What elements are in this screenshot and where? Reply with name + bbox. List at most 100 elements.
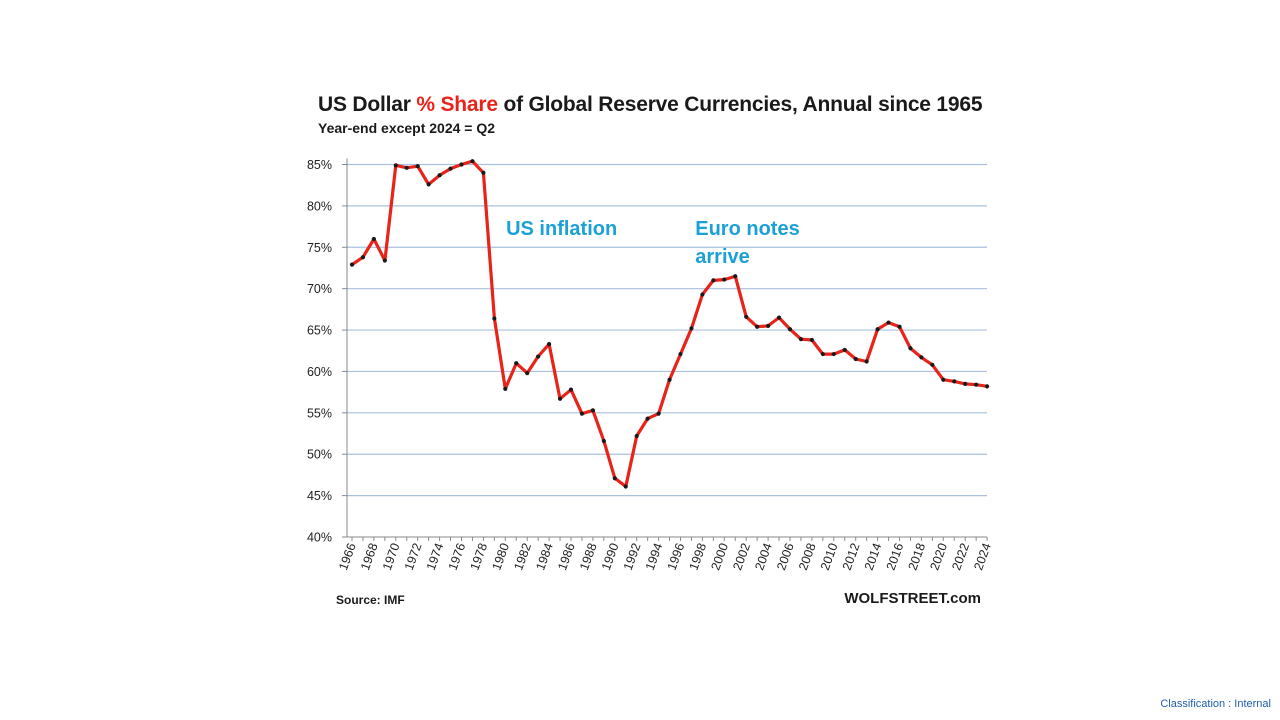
annotation-label: Euro notes — [695, 218, 799, 240]
x-tick-label: 2020 — [927, 541, 950, 572]
data-point-2017 — [908, 346, 913, 351]
data-point-1974 — [437, 173, 442, 178]
x-axis-ticks: 1966 1968 1970 1972 1974 1976 1978 1980 1982 1984… — [336, 541, 994, 572]
data-point-2019 — [930, 362, 935, 367]
data-point-2020 — [941, 377, 946, 382]
data-point-1967 — [360, 255, 366, 260]
data-point-2009 — [820, 351, 825, 357]
y-tick-label: 50% — [307, 448, 332, 462]
data-point-1969 — [382, 258, 387, 263]
x-tick-label: 2024 — [971, 541, 994, 572]
y-tick-label: 65% — [307, 324, 332, 338]
x-tick-label: 1994 — [643, 541, 666, 572]
data-point-2007 — [798, 337, 804, 342]
data-point-2006 — [787, 327, 793, 332]
data-point-2010 — [831, 351, 836, 357]
y-tick-label: 80% — [307, 199, 332, 213]
x-tick-label: 1996 — [665, 541, 688, 572]
data-points — [349, 159, 990, 489]
data-point-2003 — [755, 324, 760, 329]
data-point-2001 — [733, 274, 738, 279]
gridlines — [347, 163, 987, 497]
y-axis-ticks: 40% 45% 50% 55% 60% 65% 70% 75% 80% 85% — [307, 158, 332, 545]
data-point-1987 — [579, 411, 585, 416]
data-point-1996 — [678, 351, 683, 357]
x-tick-label: 1990 — [599, 541, 622, 572]
data-point-1994 — [656, 411, 661, 416]
data-point-2018 — [919, 355, 924, 360]
data-point-1982 — [525, 371, 530, 376]
x-tick-label: 2010 — [818, 541, 841, 572]
data-point-2002 — [744, 314, 749, 319]
data-point-1981 — [514, 361, 519, 366]
x-tick-label: 1976 — [446, 541, 469, 572]
x-tick-label: 1978 — [468, 541, 491, 572]
series-line — [350, 159, 989, 489]
data-point-2012 — [853, 356, 858, 362]
data-point-1978 — [481, 170, 486, 175]
x-tick-label: 1970 — [380, 541, 403, 572]
data-point-1976 — [459, 162, 464, 167]
x-tick-label: 2014 — [862, 541, 885, 572]
series-usd-share — [350, 159, 989, 489]
data-point-1995 — [667, 377, 672, 382]
credit-wolfstreet: WOLFSTREET.com — [844, 590, 981, 607]
annotations: US inflation Euro notes arrive — [506, 218, 800, 268]
annotation-label: arrive — [695, 246, 750, 268]
x-tick-label: 1972 — [402, 541, 425, 572]
y-tick-label: 55% — [307, 406, 332, 420]
data-point-2005 — [776, 315, 782, 320]
data-point-1984 — [547, 342, 552, 347]
x-tick-label: 2012 — [840, 541, 863, 572]
x-tick-label: 1966 — [336, 541, 359, 572]
x-tick-label: 2002 — [730, 541, 753, 572]
classification-label: Classification : Internal — [1160, 698, 1271, 710]
chart-title-block: US Dollar % Share of Global Reserve Curr… — [318, 93, 983, 136]
data-point-2023 — [974, 382, 979, 387]
title-suffix: of Global Reserve Currencies, Annual sin… — [497, 93, 983, 116]
x-tick-label: 1986 — [555, 541, 578, 572]
x-tick-label: 2016 — [884, 541, 907, 572]
y-tick-label: 85% — [307, 158, 332, 172]
title-highlight: % Share — [416, 93, 498, 116]
y-tick-label: 40% — [307, 531, 332, 545]
data-point-2015 — [886, 320, 891, 325]
data-point-1997 — [689, 326, 694, 331]
y-tick-label: 60% — [307, 365, 332, 379]
data-point-1971 — [404, 165, 409, 170]
data-point-1985 — [557, 396, 563, 401]
x-tick-label: 2004 — [752, 541, 775, 572]
data-point-1991 — [623, 484, 628, 489]
data-point-2000 — [722, 277, 727, 282]
data-point-1966 — [349, 262, 355, 267]
x-tick-label: 1968 — [358, 541, 381, 572]
data-point-1983 — [536, 354, 541, 359]
x-tick-label: 1984 — [533, 541, 556, 572]
x-tick-label: 1982 — [511, 541, 534, 572]
data-point-2011 — [842, 347, 847, 353]
x-tick-label: 1992 — [621, 541, 644, 572]
x-tick-label: 2018 — [906, 541, 929, 572]
data-point-1990 — [612, 476, 617, 481]
x-tick-label: 2006 — [774, 541, 797, 572]
data-point-1998 — [700, 292, 705, 297]
data-point-2013 — [864, 359, 869, 364]
data-point-2004 — [766, 323, 771, 329]
data-point-1993 — [645, 416, 650, 421]
data-point-1973 — [426, 182, 431, 187]
data-point-2021 — [952, 379, 957, 384]
title-prefix: US Dollar — [318, 93, 417, 116]
data-point-1979 — [492, 316, 497, 321]
x-tick-label: 2000 — [708, 541, 731, 572]
axes — [342, 158, 988, 541]
data-point-1992 — [634, 433, 639, 439]
data-point-1986 — [568, 387, 574, 392]
chart-title: US Dollar % Share of Global Reserve Curr… — [318, 93, 983, 117]
data-point-1977 — [470, 159, 475, 164]
data-point-1968 — [371, 236, 376, 242]
data-point-1989 — [601, 438, 606, 444]
x-tick-label: 1998 — [687, 541, 710, 572]
data-point-2008 — [809, 337, 815, 343]
x-tick-label: 1974 — [424, 541, 447, 572]
